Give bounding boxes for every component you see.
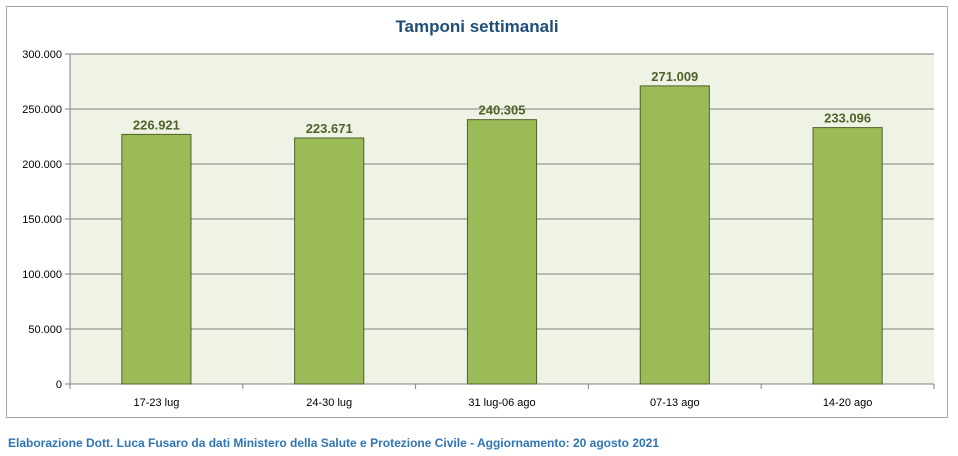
y-tick-label: 150.000: [22, 214, 62, 226]
y-tick-label: 200.000: [22, 159, 62, 171]
x-tick-label: 17-23 lug: [133, 397, 179, 409]
bar: [466, 119, 538, 385]
bar: [294, 137, 365, 385]
data-label: 226.921: [133, 117, 180, 132]
y-tick-label: 100.000: [22, 269, 62, 281]
data-label: 271.009: [651, 69, 698, 84]
source-caption: Elaborazione Dott. Luca Fusaro da dati M…: [8, 436, 660, 450]
chart-title: Tamponi settimanali: [395, 17, 559, 36]
chart-frame: Tamponi settimanali 0 50.000 100.000 150.00…: [6, 6, 948, 418]
data-label: 233.096: [824, 111, 871, 126]
x-tick-label: 07-13 ago: [650, 397, 700, 409]
y-tick-label: 0: [56, 379, 62, 391]
data-label: 240.305: [479, 103, 526, 118]
x-tick-label: 24-30 lug: [306, 397, 352, 409]
x-tick-label: 14-20 ago: [823, 397, 873, 409]
bar: [121, 133, 192, 385]
bar: [812, 127, 883, 385]
bar-chart: 0 50.000 100.000 150.000 200.000 250.000 300.0…: [22, 49, 935, 409]
y-tick-label: 50.000: [28, 324, 62, 336]
y-tick-label: 250.000: [22, 104, 62, 116]
x-tick-label: 31 lug-06 ago: [468, 397, 535, 409]
y-tick-label: 300.000: [22, 49, 62, 61]
data-label: 223.671: [306, 121, 353, 136]
bar: [639, 85, 710, 385]
